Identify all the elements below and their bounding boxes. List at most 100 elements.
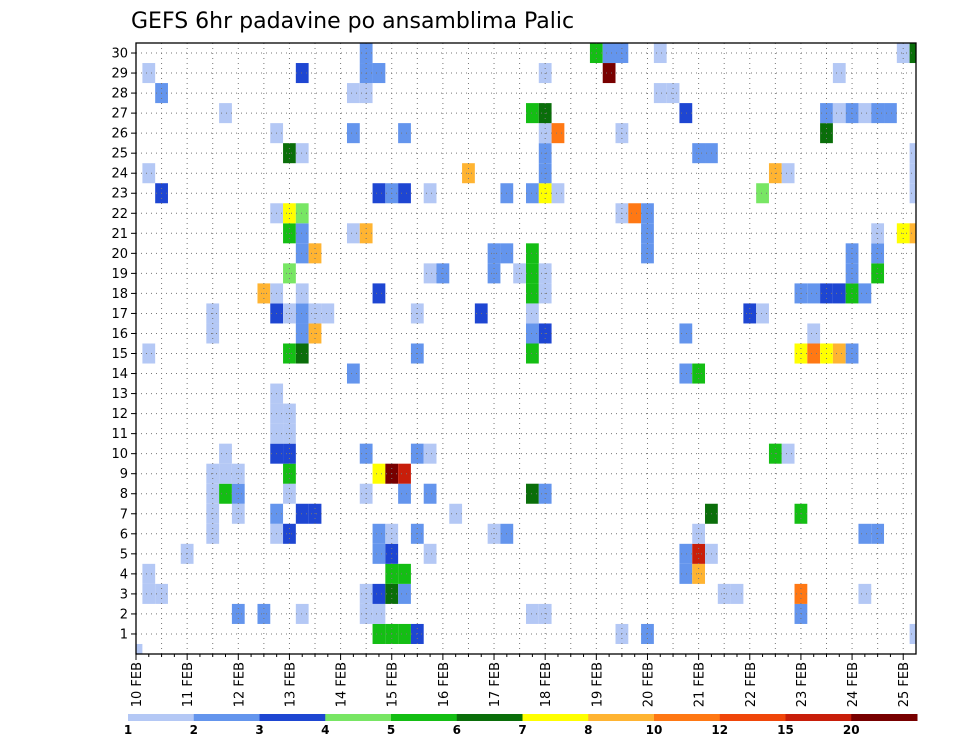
heatmap-cell [756, 183, 769, 204]
heatmap-cell [295, 303, 309, 324]
heatmap-cell [858, 103, 872, 124]
y-tick-label: 17 [111, 307, 128, 322]
heatmap-cell [136, 643, 143, 654]
plot-frame [135, 42, 917, 655]
colorbar-swatch [325, 714, 392, 721]
heatmap-cell [295, 283, 309, 304]
heatmap-cell [858, 283, 872, 304]
heatmap-cell [679, 543, 693, 564]
x-tick-label: 10 FEB [130, 662, 145, 707]
colorbar-label: 12 [711, 723, 728, 737]
heatmap-cell [909, 43, 916, 64]
x-tick-label: 24 FEB [846, 662, 861, 707]
x-tick-label: 14 FEB [335, 662, 350, 707]
heatmap-cell [679, 563, 693, 584]
heatmap-cell [781, 443, 795, 464]
x-tick-label: 19 FEB [590, 662, 605, 707]
colorbar: 1 2 3 4 5 6 7 8 10 12 15 20 [124, 714, 918, 737]
y-tick-label: 19 [111, 267, 128, 282]
x-tick-label: 25 FEB [897, 662, 912, 707]
heatmap-cell [526, 603, 539, 624]
heatmap-cell [423, 443, 437, 464]
y-tick-label: 1 [120, 627, 128, 642]
heatmap-cell [142, 563, 156, 584]
heatmap-cell [295, 143, 309, 164]
colorbar-label: 4 [321, 723, 329, 737]
heatmap-cell [219, 483, 232, 504]
heatmap-cell [551, 123, 565, 144]
heatmap-cell [832, 343, 846, 364]
x-axis: 10 FEB 11 FEB 12 FEB 13 FEB 14 FEB 15 FEB 16 F… [130, 654, 912, 707]
heatmap-cell [909, 223, 916, 244]
heatmap-cell [832, 283, 846, 304]
heatmap-cell [142, 63, 156, 84]
x-tick-label: 21 FEB [693, 662, 708, 707]
heatmap-cell [295, 243, 309, 264]
heatmap-cell [398, 183, 411, 204]
heatmap-cell [219, 103, 232, 124]
x-tick-label: 13 FEB [283, 662, 298, 707]
heatmap-cell [679, 363, 693, 384]
heatmap-cell [526, 303, 539, 324]
heatmap-cell [295, 63, 309, 84]
colorbar-swatch [259, 714, 326, 721]
heatmap-cell [219, 443, 232, 464]
heatmap-cell [858, 583, 872, 604]
heatmap-cell [372, 623, 386, 644]
y-tick-label: 27 [111, 107, 128, 122]
heatmap-cell [423, 543, 437, 564]
heatmap-cell [653, 43, 667, 64]
y-tick-label: 30 [111, 47, 128, 62]
y-tick-label: 15 [111, 347, 128, 362]
colorbar-swatch [193, 714, 260, 721]
heatmap-cell [372, 583, 386, 604]
heatmap-cell [832, 103, 846, 124]
heatmap-cell [551, 183, 565, 204]
y-tick-label: 13 [111, 387, 128, 402]
heatmap-cell [909, 143, 916, 164]
colorbar-label: 8 [584, 723, 592, 737]
x-tick-label: 17 FEB [488, 662, 503, 707]
x-tick-label: 18 FEB [539, 662, 554, 707]
y-tick-label: 22 [111, 207, 128, 222]
x-tick-label: 16 FEB [437, 662, 452, 707]
heatmap-cell [781, 163, 795, 184]
heatmap-cell [423, 483, 437, 504]
heatmap-cell [295, 223, 309, 244]
heatmap-cell [423, 263, 437, 284]
y-tick-label: 2 [120, 607, 128, 622]
colorbar-label: 10 [646, 723, 663, 737]
chart-title: GEFS 6hr padavine po ansamblima Palic [131, 9, 574, 34]
heatmap-cell [398, 583, 411, 604]
heatmap-cell [526, 483, 539, 504]
heatmap-cell [372, 543, 386, 564]
heatmap-cell [526, 243, 539, 264]
heatmap-cell [423, 183, 437, 204]
y-tick-label: 20 [111, 247, 128, 262]
colorbar-label: 1 [124, 723, 132, 737]
colorbar-swatch [719, 714, 786, 721]
colorbar-swatch [851, 714, 918, 721]
colorbar-label: 7 [518, 723, 526, 737]
heatmap-cell [526, 103, 539, 124]
heatmap-cell [346, 123, 360, 144]
heatmap-cell [295, 203, 309, 224]
y-tick-label: 21 [111, 227, 128, 242]
y-tick-label: 26 [111, 127, 128, 142]
heatmap-cell [628, 203, 642, 224]
heatmap-cell [807, 323, 821, 344]
heatmap-cell [346, 223, 360, 244]
y-tick-label: 4 [120, 567, 128, 582]
y-axis: 1234567891011121314151617181920212223242… [111, 47, 136, 642]
colorbar-swatch [785, 714, 852, 721]
heatmap-cell [295, 503, 309, 524]
heatmap-cell [526, 283, 539, 304]
heatmap-cell [372, 523, 386, 544]
heatmap-cell [398, 623, 411, 644]
heatmap-cell [295, 603, 309, 624]
heatmap-cells [136, 43, 916, 654]
y-tick-label: 23 [111, 187, 128, 202]
y-tick-label: 29 [111, 67, 128, 82]
y-tick-label: 12 [111, 407, 128, 422]
